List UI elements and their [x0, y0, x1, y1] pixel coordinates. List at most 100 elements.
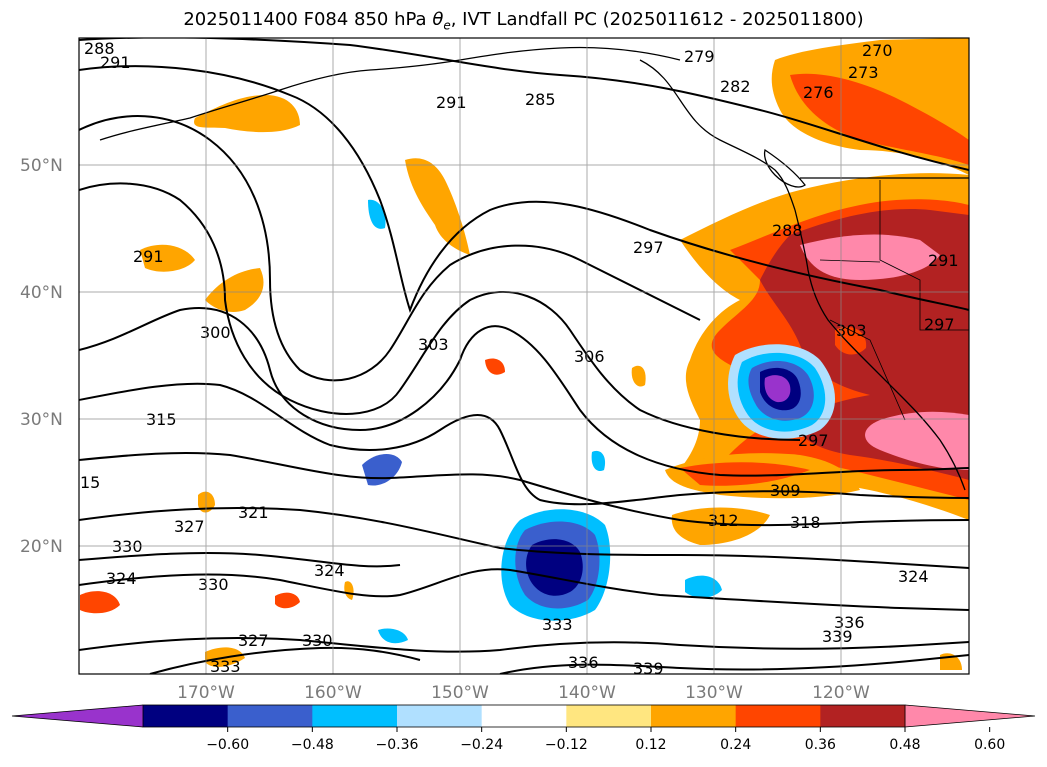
contour-label: 270	[862, 41, 893, 60]
contour-label: 312	[708, 511, 739, 530]
contour-label: 273	[848, 63, 879, 82]
colorbar-extend-right	[905, 705, 1035, 727]
shading-gulf-orange	[405, 158, 470, 255]
shading-small-cyan1	[368, 199, 386, 229]
contour-label: 306	[574, 347, 605, 366]
contour-line	[79, 382, 969, 506]
colorbar-outline-extends	[11, 704, 144, 728]
contour-label: 309	[770, 481, 801, 500]
colorbar-tick-label: −0.12	[545, 737, 588, 753]
contour-label: 327	[238, 631, 269, 650]
colorbar-tick-label: 0.60	[974, 737, 1005, 753]
contour-label: 303	[836, 321, 867, 340]
contour-label: 324	[106, 569, 137, 588]
colorbar-tick-label: 0.48	[889, 737, 920, 753]
shading-small-orange7	[631, 365, 646, 387]
lon-label: 160°W	[304, 683, 362, 703]
colorbar: −0.60 −0.48 −0.36 −0.24 −0.12 0.12 0.24 0.36 0.4…	[11, 704, 1036, 753]
contour-label: 321	[238, 503, 269, 522]
colorbar-cell	[227, 705, 313, 727]
contour-line	[79, 182, 801, 441]
colorbar-tick-label: 0.36	[805, 737, 836, 753]
colorbar-tick-label: 0.24	[720, 737, 751, 753]
coast-alaska-peninsula	[99, 46, 681, 141]
contour-label: 324	[898, 567, 929, 586]
colorbar-cell	[143, 705, 229, 727]
coast-bc-alaska-panhandle	[639, 59, 796, 211]
border-states	[819, 180, 969, 421]
shading-small-cyan3	[591, 450, 606, 472]
contour-label: 339	[822, 627, 853, 646]
lat-label: 20°N	[20, 537, 63, 557]
contour-label: 282	[720, 77, 751, 96]
contour-label: 291	[100, 53, 131, 72]
colorbar-cell	[735, 705, 821, 727]
map-title: 2025011400 F084 850 hPa θe, IVT Landfall…	[0, 9, 1047, 33]
graticule	[79, 38, 969, 674]
map-frame	[78, 37, 970, 675]
contour-label: 327	[174, 517, 205, 536]
shading-sub-red	[680, 462, 810, 486]
lat-label: 50°N	[20, 156, 63, 176]
shading-small-orange10	[344, 581, 354, 600]
contour-label: 339	[633, 659, 664, 678]
colorbar-cell	[820, 705, 906, 727]
longitude-labels: 170°W 160°W 150°W 140°W 130°W 120°W	[177, 683, 870, 703]
colorbar-cell	[566, 705, 652, 727]
contour-label: 288	[772, 221, 803, 240]
colorbar-cell	[651, 705, 737, 727]
contour-line	[79, 38, 969, 171]
contour-label: 318	[790, 513, 821, 532]
contour-line	[79, 637, 969, 653]
coastlines	[99, 46, 969, 491]
colorbar-outline-extends	[904, 704, 1036, 728]
title-prefix: 2025011400 F084 850 hPa	[183, 9, 433, 30]
lon-label: 130°W	[685, 683, 743, 703]
contour-label: 330	[302, 631, 333, 650]
latitude-labels: 50°N 40°N 30°N 20°N	[20, 156, 63, 557]
colorbar-cell	[312, 705, 398, 727]
lon-label: 140°W	[558, 683, 616, 703]
shading-small-orange3	[275, 592, 300, 609]
shading-291-orange	[140, 244, 195, 272]
contour-label: 303	[418, 335, 449, 354]
shading-small-orange8	[485, 358, 505, 375]
contour-label: 288	[84, 39, 115, 58]
lat-label: 30°N	[20, 410, 63, 430]
lat-label: 40°N	[20, 283, 63, 303]
contour-line	[79, 65, 969, 313]
contour-label: 330	[198, 575, 229, 594]
contour-labels: 288 291 279 282 285 270 273 276 291 291 …	[80, 39, 959, 678]
contour-label: 333	[210, 657, 241, 676]
title-theta: θ	[432, 9, 444, 30]
shading-small-cyan4	[378, 628, 408, 644]
shading-coast-pink-north	[800, 234, 940, 280]
shading-cold-purple	[764, 375, 791, 403]
coast-vancouver-island	[763, 148, 806, 188]
contour-label: 336	[568, 653, 599, 672]
shading-bc-red	[790, 73, 969, 165]
contour-label: 291	[133, 247, 164, 266]
colorbar-tick-label: −0.48	[291, 737, 334, 753]
contour-line	[79, 568, 969, 611]
contour-line	[79, 451, 969, 527]
contour-label: 279	[684, 47, 715, 66]
colorbar-cells	[143, 705, 906, 727]
shading-small-cyan2	[685, 575, 722, 598]
lon-label: 150°W	[431, 683, 489, 703]
shading-alaska-orange	[194, 95, 300, 133]
contour-line	[79, 551, 401, 568]
contour-label: 285	[525, 90, 556, 109]
contour-label: 15	[80, 473, 100, 492]
contour-label: 333	[542, 615, 573, 634]
shading-layer	[80, 38, 969, 670]
contour-label: 297	[924, 315, 955, 334]
colorbar-cell	[397, 705, 483, 727]
colorbar-ticks: −0.60 −0.48 −0.36 −0.24 −0.12 0.12 0.24 0.36 0.4…	[206, 727, 1005, 753]
shading-312-orange	[671, 507, 770, 545]
shading-coast-pink-south	[865, 411, 969, 470]
colorbar-tick-label: −0.24	[460, 737, 503, 753]
colorbar-tick-label: 0.12	[635, 737, 666, 753]
shading-nw-orange	[205, 268, 264, 312]
